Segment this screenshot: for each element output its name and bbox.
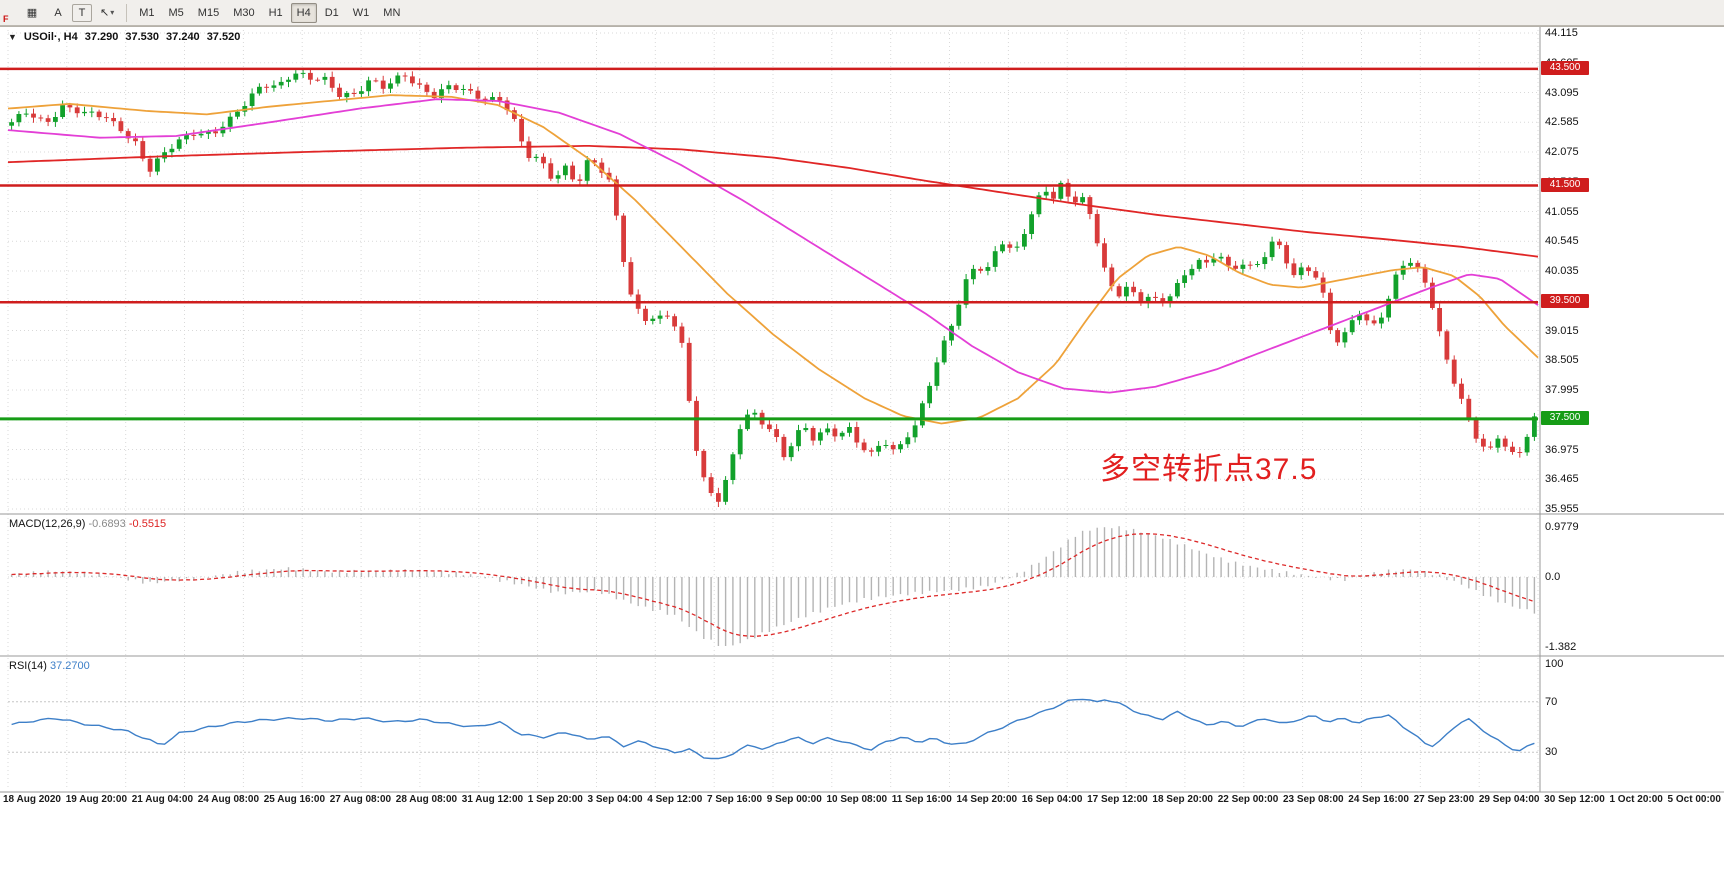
open-value: 37.290	[84, 31, 119, 43]
collapse-triangle-icon[interactable]: ▼	[8, 32, 17, 42]
time-label: 14 Sep 20:00	[956, 794, 1018, 805]
text-label-tool-button[interactable]: A	[54, 6, 62, 19]
timeframe-w1-button[interactable]: W1	[347, 3, 376, 23]
time-label: 22 Sep 00:00	[1217, 794, 1279, 805]
time-label: 30 Sep 12:00	[1544, 794, 1605, 805]
time-label: 31 Aug 12:00	[461, 794, 524, 805]
cursor-tool-button[interactable]: ↖ ▾	[94, 3, 120, 23]
macd-label: MACD(12,26,9)	[9, 518, 86, 530]
time-label: 28 Aug 08:00	[395, 794, 458, 805]
rsi-label: RSI(14)	[9, 660, 47, 672]
rsi-value: 37.2700	[49, 660, 90, 672]
time-label: 1 Oct 20:00	[1609, 794, 1663, 805]
time-label: 18 Aug 2020	[3, 794, 61, 805]
chart-ohlc-title: ▼ USOil·, H4 37.290 37.530 37.240 37.520	[8, 31, 240, 43]
time-label: 27 Aug 08:00	[329, 794, 392, 805]
time-label: 4 Sep 12:00	[647, 794, 703, 805]
chart-corner-label: F	[3, 14, 9, 24]
timeframe-group: M1 M5 M15 M30 H1 H4 D1 W1 MN	[133, 2, 406, 23]
time-label: 16 Sep 04:00	[1021, 794, 1083, 805]
time-label: 27 Sep 23:00	[1413, 794, 1475, 805]
timeframe-m30-button[interactable]: M30	[227, 3, 260, 23]
time-label: 11 Sep 16:00	[891, 794, 952, 805]
time-label: 3 Sep 04:00	[587, 794, 643, 805]
time-label: 24 Sep 16:00	[1348, 794, 1409, 805]
text-tool-button[interactable]: T	[72, 3, 92, 22]
cursor-icon: ↖	[100, 7, 110, 19]
time-label: 19 Aug 20:00	[65, 794, 128, 805]
macd-signal-value: -0.5515	[128, 518, 167, 530]
timeframe-d1-button[interactable]: D1	[319, 3, 345, 23]
annotation-text[interactable]: 多空转折点37.5	[1100, 453, 1318, 486]
rsi-panel-label: RSI(14) 37.2700	[9, 660, 90, 672]
time-label: 17 Sep 12:00	[1087, 794, 1148, 805]
depth-of-market-icon[interactable]: ▦	[26, 7, 38, 19]
timeframe-h1-button[interactable]: H1	[263, 3, 289, 23]
time-label: 25 Aug 16:00	[263, 794, 326, 805]
time-label: 29 Sep 04:00	[1478, 794, 1540, 805]
close-value: 37.520	[206, 31, 241, 43]
time-label: 10 Sep 08:00	[826, 794, 888, 805]
timeframe-m5-button[interactable]: M5	[163, 3, 190, 23]
toolbar-separator	[126, 3, 128, 22]
timeframe-h4-button[interactable]: H4	[290, 2, 317, 23]
time-label: 24 Aug 08:00	[197, 794, 260, 805]
symbol-period: USOil·, H4	[23, 31, 78, 43]
time-label: 21 Aug 04:00	[131, 794, 194, 805]
chevron-down-icon: ▾	[110, 8, 115, 17]
macd-main-value: -0.6893	[88, 518, 126, 530]
macd-panel-label: MACD(12,26,9) -0.6893 -0.5515	[9, 518, 166, 530]
timeframe-m15-button[interactable]: M15	[192, 3, 225, 23]
time-label: 18 Sep 20:00	[1152, 794, 1213, 805]
time-axis: 18 Aug 2020 19 Aug 20:00 21 Aug 04:00 24 Au…	[3, 794, 1721, 805]
low-value: 37.240	[166, 31, 200, 43]
time-label: 9 Sep 00:00	[766, 794, 822, 805]
time-label: 5 Oct 00:00	[1667, 794, 1721, 805]
time-label: 1 Sep 20:00	[527, 794, 583, 805]
timeframe-m1-button[interactable]: M1	[133, 3, 160, 23]
time-label: 7 Sep 16:00	[707, 794, 763, 805]
timeframe-mn-button[interactable]: MN	[377, 3, 406, 23]
toolbar: F ▦ A T ↖ ▾ M1 M5 M15 M30 H1 H4 D1 W1 MN	[0, 0, 1724, 26]
high-value: 37.530	[125, 31, 160, 43]
time-label: 23 Sep 08:00	[1282, 794, 1344, 805]
